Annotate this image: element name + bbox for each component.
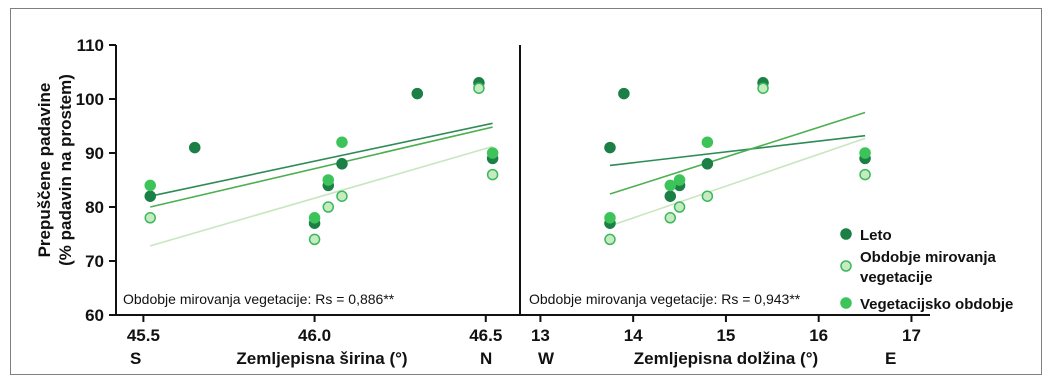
data-point-mirovanje [604,233,616,246]
data-point-mirovanje [336,190,348,202]
data-point-vegetacijsko [859,147,871,159]
y-axis-title-line1: Prepuščene padavine [35,83,54,258]
trend-line-mirovanje [150,145,493,247]
legend-label-mirovanje-line2: vegetacije [860,269,933,286]
data-point-mirovanje [308,233,321,246]
y-axis-title-line2: (% padavin na prostem) [56,74,75,266]
data-point-mirovanje [757,82,769,94]
legend-label-leto: Leto [860,227,892,244]
data-point-vegetacijsko [144,179,156,192]
x-tick-label: 13 [531,326,550,345]
stat-text-longitude: Obdobje mirovanja vegetacije: Rs = 0,943… [529,291,801,307]
data-point-mirovanje [701,190,714,202]
data-point-leto [664,190,677,202]
x-dir-right-longitude: E [885,349,896,368]
data-point-leto [604,141,616,154]
ticks-layer: 60 70 80 90 100 110 45.5 46.0 46.5 13 14 15 16 17 [76,36,921,345]
data-point-vegetacijsko [604,212,616,224]
legend-marker-mirovanje [840,260,852,272]
trend-line-leto [150,122,493,197]
data-point-leto [336,158,348,170]
data-point-leto [188,141,201,154]
data-point-vegetacijsko [336,136,348,148]
data-point-leto [144,190,156,202]
data-point-mirovanje [486,168,499,181]
trend-line-vegetacijsko [150,126,493,208]
x-tick-label: 15 [716,326,735,345]
trend-line-vegetacijsko [609,111,866,195]
y-tick-label: 60 [85,306,104,325]
figure-frame [10,8,1042,375]
data-point-vegetacijsko [664,179,677,192]
x-tick-label: 45.5 [127,326,160,345]
data-point-vegetacijsko [701,136,714,148]
legend-label-mirovanje: Obdobje mirovanja [860,249,997,266]
y-axis-title: Prepuščene padavine (% padavin na proste… [35,74,75,266]
data-point-vegetacijsko [486,147,499,159]
x-axis-title-latitude: Zemljepisna širina (°) [236,349,407,368]
x-tick-label: 16 [809,326,828,345]
legend-label-vegetacijsko: Vegetacijsko obdobje [860,296,1013,313]
data-point-mirovanje [322,201,335,213]
data-point-leto [701,158,714,170]
trend-line-leto [609,134,866,167]
data-point-mirovanje [664,212,677,224]
x-tick-label: 17 [902,326,921,345]
x-tick-label: 46.5 [469,326,502,345]
y-tick-label: 70 [85,252,104,271]
points-layer [144,77,871,246]
data-point-leto [618,87,630,100]
y-tick-label: 100 [76,90,104,109]
data-point-vegetacijsko [322,174,335,186]
legend: Leto Obdobje mirovanja vegetacije Vegeta… [840,227,1013,313]
x-tick-label: 14 [624,326,643,345]
x-axis-title-longitude: Zemljepisna dolžina (°) [634,349,818,368]
y-tick-label: 80 [85,198,104,217]
data-point-mirovanje [859,168,871,181]
data-point-mirovanje [144,212,156,224]
x-dir-left-latitude: S [130,349,141,368]
x-tick-label: 46.0 [298,326,331,345]
stat-text-latitude: Obdobje mirovanja vegetacije: Rs = 0,886… [123,291,395,307]
trend-line-mirovanje [609,137,866,227]
legend-marker-leto [840,228,852,240]
y-tick-label: 90 [85,144,104,163]
y-tick-label: 110 [77,36,104,55]
x-dir-left-longitude: W [538,349,555,368]
data-point-leto [411,87,424,100]
data-point-mirovanje [473,82,485,94]
trend-layer [150,111,866,247]
data-point-vegetacijsko [673,174,686,186]
data-point-mirovanje [673,201,686,213]
data-point-vegetacijsko [308,212,321,224]
x-dir-right-latitude: N [480,349,492,368]
legend-marker-vegetacijsko [840,297,852,309]
